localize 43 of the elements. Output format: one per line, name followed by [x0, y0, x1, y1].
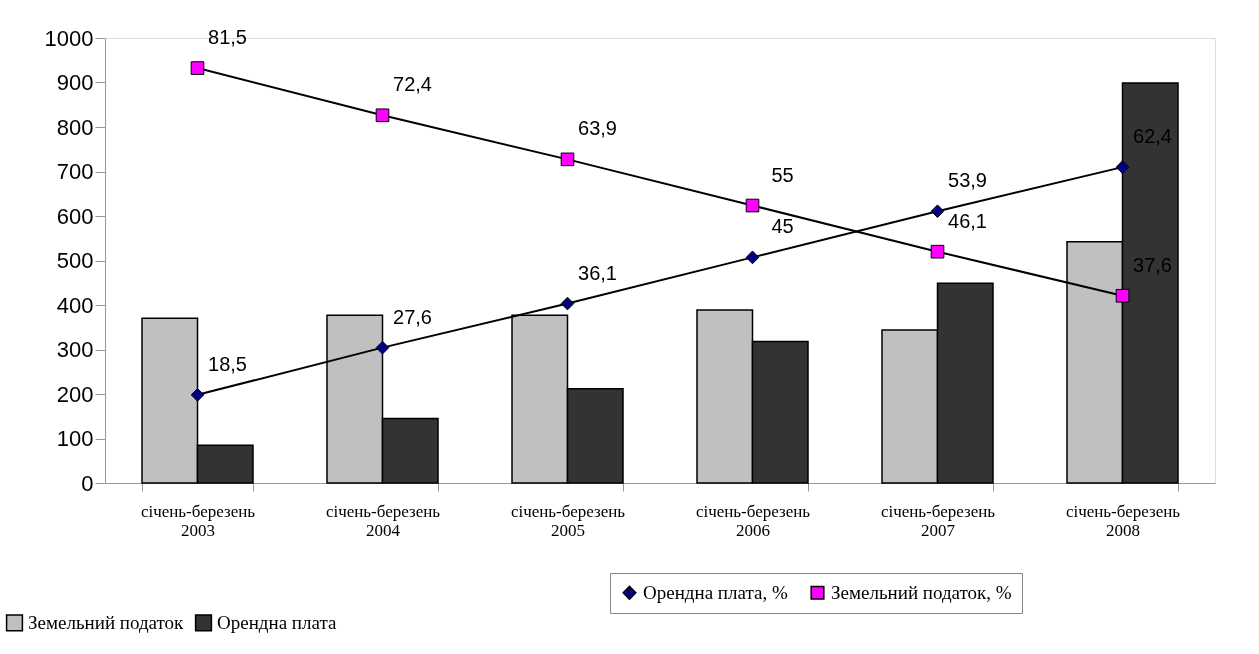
- point: [930, 204, 945, 219]
- y-tick-label: 0: [81, 470, 94, 496]
- x-tick-label: січень-березень 2004: [325, 501, 441, 540]
- point: [745, 250, 760, 265]
- data-label: 81,5: [208, 26, 247, 49]
- data-label: 45: [771, 215, 794, 238]
- legend-label: Земельний податок: [28, 611, 185, 633]
- data-label: 55: [771, 163, 794, 186]
- x-tick-label: січень-березень 2007: [880, 501, 996, 540]
- data-label: 27,6: [393, 305, 432, 328]
- y-tick-label: 900: [56, 70, 94, 95]
- legend-label: Земельний податок, %: [831, 581, 1012, 603]
- point: [560, 296, 575, 311]
- y-tick-label: 400: [56, 292, 94, 318]
- legend-label: Орендна плата: [217, 611, 337, 633]
- data-label: 72,4: [393, 73, 432, 96]
- y-tick-label: 600: [56, 203, 94, 229]
- point: [375, 108, 390, 123]
- y-tick-label: 200: [56, 381, 94, 407]
- point: [930, 244, 945, 259]
- legend-label: Орендна плата, %: [643, 581, 788, 603]
- x-tick-label: січень-березень 2008: [1065, 501, 1181, 540]
- y-tick-label: 300: [56, 337, 94, 362]
- y-tick-label: 700: [56, 159, 94, 184]
- point: [190, 388, 205, 402]
- point: [745, 198, 760, 213]
- point: [1115, 288, 1130, 303]
- y-tick-label: 1000: [44, 25, 94, 51]
- x-tick-label: січень-березень 2003: [140, 501, 256, 540]
- point: [560, 152, 575, 167]
- data-label: 46,1: [948, 209, 987, 232]
- data-label: 18,5: [208, 352, 247, 375]
- data-label: 53,9: [948, 169, 987, 192]
- y-tick-label: 500: [56, 248, 94, 273]
- data-label: 36,1: [578, 261, 617, 284]
- y-tick-label: 800: [56, 114, 94, 140]
- x-tick-label: січень-березень 2006: [695, 501, 811, 540]
- x-tick-label: січень-березень 2005: [510, 501, 626, 540]
- point: [375, 340, 390, 355]
- point: [1115, 160, 1130, 174]
- data-label: 63,9: [578, 117, 617, 140]
- y-tick-label: 100: [56, 426, 94, 451]
- point: [190, 61, 205, 75]
